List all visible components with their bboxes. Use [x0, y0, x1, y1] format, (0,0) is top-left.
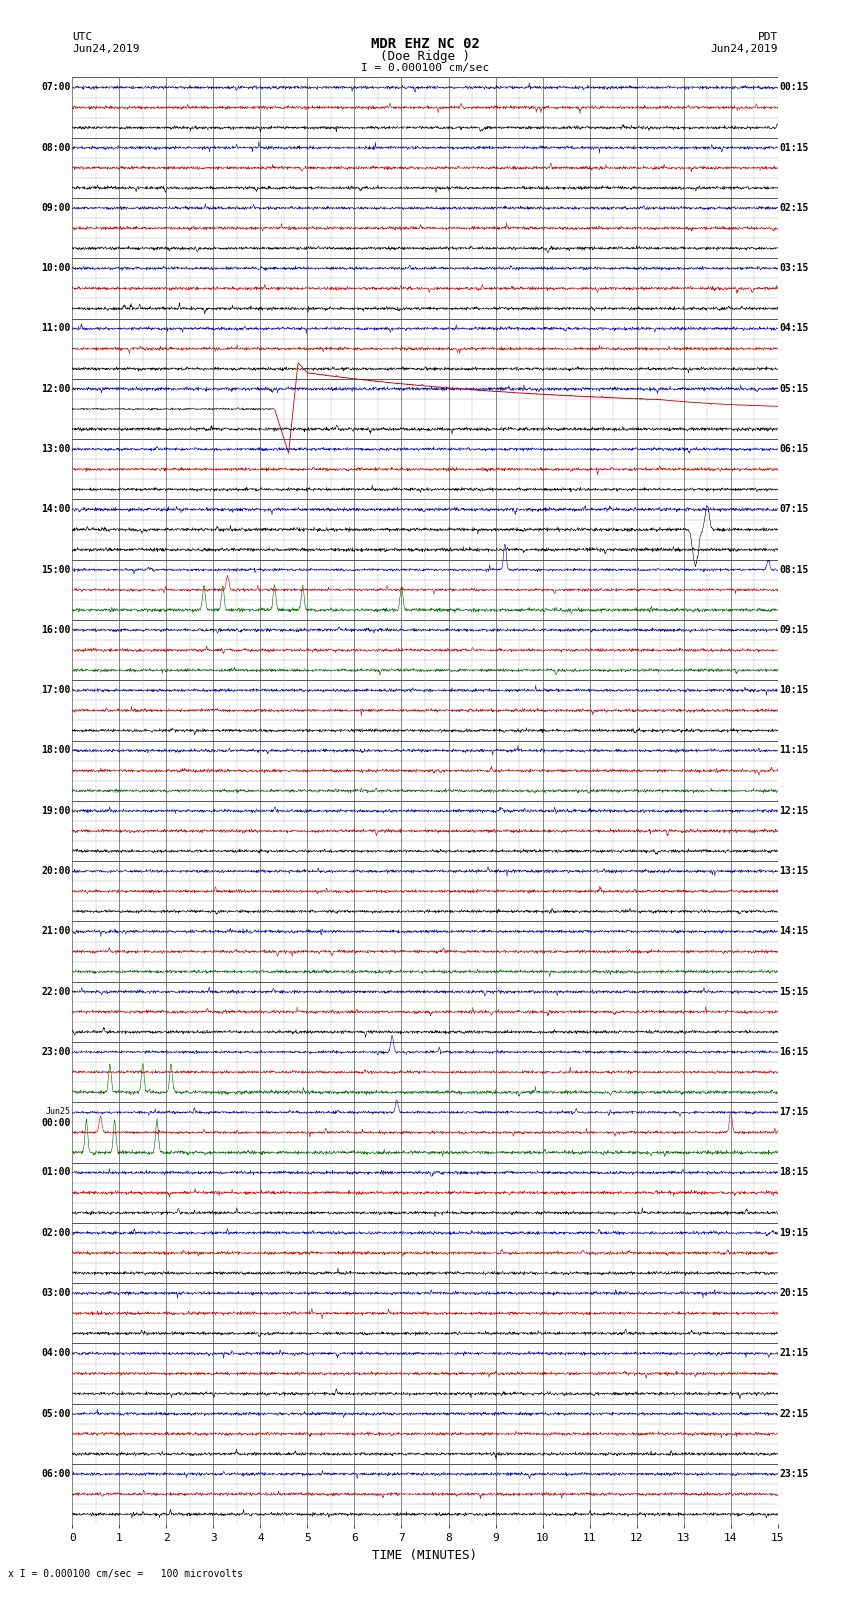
- Text: 21:15: 21:15: [779, 1348, 809, 1358]
- Text: Jun25: Jun25: [46, 1107, 71, 1116]
- Text: 07:15: 07:15: [779, 505, 809, 515]
- Text: 05:15: 05:15: [779, 384, 809, 394]
- Text: 06:15: 06:15: [779, 444, 809, 453]
- Text: 10:00: 10:00: [41, 263, 71, 273]
- Text: 01:15: 01:15: [779, 142, 809, 153]
- Text: 05:00: 05:00: [41, 1408, 71, 1418]
- Text: 08:15: 08:15: [779, 565, 809, 574]
- Text: MDR EHZ NC 02: MDR EHZ NC 02: [371, 37, 479, 52]
- Text: 19:00: 19:00: [41, 806, 71, 816]
- Text: 18:15: 18:15: [779, 1168, 809, 1177]
- Text: 08:00: 08:00: [41, 142, 71, 153]
- Text: 19:15: 19:15: [779, 1227, 809, 1237]
- Text: 21:00: 21:00: [41, 926, 71, 936]
- Text: 20:00: 20:00: [41, 866, 71, 876]
- Text: UTC: UTC: [72, 32, 93, 42]
- X-axis label: TIME (MINUTES): TIME (MINUTES): [372, 1548, 478, 1561]
- Text: 14:15: 14:15: [779, 926, 809, 936]
- Text: 01:00: 01:00: [41, 1168, 71, 1177]
- Text: 09:15: 09:15: [779, 624, 809, 636]
- Text: 00:15: 00:15: [779, 82, 809, 92]
- Text: 20:15: 20:15: [779, 1287, 809, 1298]
- Text: 22:00: 22:00: [41, 987, 71, 997]
- Text: 03:00: 03:00: [41, 1287, 71, 1298]
- Text: 18:00: 18:00: [41, 745, 71, 755]
- Text: 04:15: 04:15: [779, 324, 809, 334]
- Text: I = 0.000100 cm/sec: I = 0.000100 cm/sec: [361, 63, 489, 73]
- Text: 23:15: 23:15: [779, 1469, 809, 1479]
- Text: 02:00: 02:00: [41, 1227, 71, 1237]
- Text: x I = 0.000100 cm/sec =   100 microvolts: x I = 0.000100 cm/sec = 100 microvolts: [8, 1569, 243, 1579]
- Text: 16:00: 16:00: [41, 624, 71, 636]
- Text: (Doe Ridge ): (Doe Ridge ): [380, 50, 470, 63]
- Text: 11:00: 11:00: [41, 324, 71, 334]
- Text: 15:15: 15:15: [779, 987, 809, 997]
- Text: 23:00: 23:00: [41, 1047, 71, 1057]
- Text: 04:00: 04:00: [41, 1348, 71, 1358]
- Text: 22:15: 22:15: [779, 1408, 809, 1418]
- Text: 09:00: 09:00: [41, 203, 71, 213]
- Text: 00:00: 00:00: [41, 1118, 71, 1129]
- Text: 11:15: 11:15: [779, 745, 809, 755]
- Text: 12:15: 12:15: [779, 806, 809, 816]
- Text: 17:00: 17:00: [41, 686, 71, 695]
- Text: PDT: PDT: [757, 32, 778, 42]
- Text: Jun24,2019: Jun24,2019: [72, 44, 139, 53]
- Text: 16:15: 16:15: [779, 1047, 809, 1057]
- Text: 13:15: 13:15: [779, 866, 809, 876]
- Text: 10:15: 10:15: [779, 686, 809, 695]
- Text: 14:00: 14:00: [41, 505, 71, 515]
- Text: Jun24,2019: Jun24,2019: [711, 44, 778, 53]
- Text: 15:00: 15:00: [41, 565, 71, 574]
- Text: 12:00: 12:00: [41, 384, 71, 394]
- Text: 03:15: 03:15: [779, 263, 809, 273]
- Text: 02:15: 02:15: [779, 203, 809, 213]
- Text: 06:00: 06:00: [41, 1469, 71, 1479]
- Text: 07:00: 07:00: [41, 82, 71, 92]
- Text: 13:00: 13:00: [41, 444, 71, 453]
- Text: 17:15: 17:15: [779, 1107, 809, 1118]
